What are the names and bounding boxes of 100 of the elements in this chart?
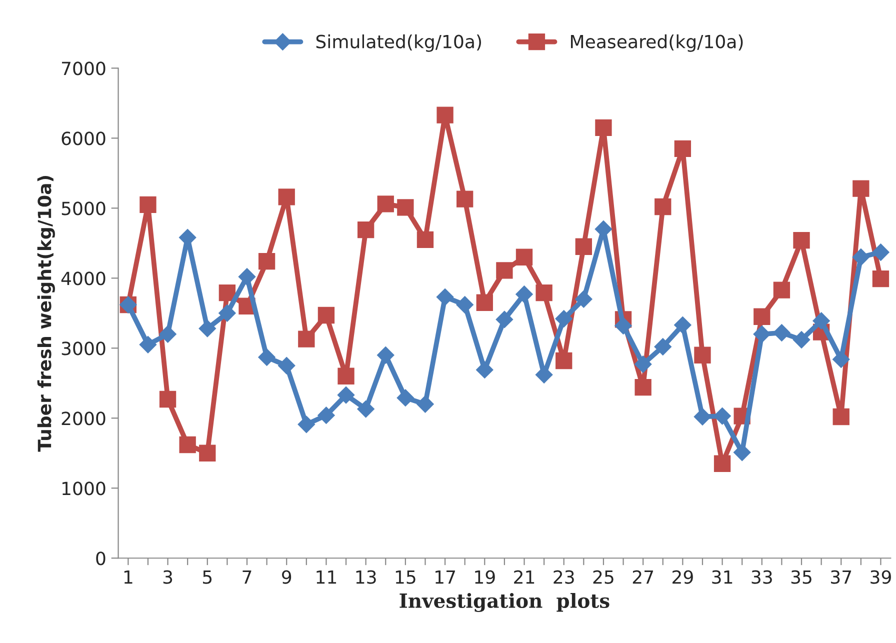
x-tick-label: 27 [632,570,654,584]
x-tick-label: 35 [791,570,812,584]
point [456,296,474,314]
x-axis-title: Investigation plots [400,592,610,612]
point [535,366,553,384]
point [456,190,474,208]
point [140,196,156,213]
point [733,444,751,462]
point [773,282,790,298]
point [595,119,612,136]
x-tick-label: 17 [436,570,455,584]
x-tick-label: 1 [124,570,132,584]
point [852,248,870,266]
point [338,368,354,384]
y-tick-label: 6000 [62,132,106,146]
x-tick-label: 39 [870,570,891,584]
x-tick-label: 11 [316,570,336,584]
point [852,180,870,197]
y-tick-label: 5000 [62,202,106,216]
point [556,352,572,370]
x-tick-label: 19 [475,570,495,584]
point [772,324,791,342]
point [258,253,276,270]
y-tick-label: 3000 [62,342,106,356]
point [536,284,552,302]
point [298,416,316,434]
point [654,338,672,356]
point [634,355,652,374]
x-tick-label: 25 [593,570,614,584]
point [476,294,493,311]
point [356,400,375,418]
point [278,356,296,374]
point [218,284,236,302]
point [179,436,196,454]
point [139,336,157,354]
x-tick-label: 23 [554,570,574,584]
y-tick-label: 4000 [61,272,106,286]
x-tick-label: 15 [396,570,416,584]
point [654,198,672,216]
y-tick-label: 2000 [62,412,106,426]
point [476,361,494,379]
point [872,270,890,288]
point [872,243,890,262]
point [496,262,513,279]
point [238,268,256,286]
point [218,304,236,322]
point [832,408,850,426]
point [754,308,770,325]
x-tick-label: 9 [282,570,292,584]
point [555,310,573,328]
x-tick-label: 7 [242,570,252,584]
point [416,395,434,413]
point [298,330,315,348]
point [357,222,374,238]
point [674,140,692,157]
point [436,106,454,124]
point [793,232,810,249]
x-tick-label: 33 [752,570,772,584]
y-tick-label: 7000 [62,62,106,76]
point [278,188,295,206]
point [515,285,534,304]
legend-label: Measeared(kg/10a) [570,34,743,52]
y-axis-title: Tuber fresh weight(kg/10a) [37,176,55,452]
point [574,290,593,308]
x-tick-label: 37 [831,570,852,584]
x-tick-label: 29 [672,570,693,584]
point [516,248,533,266]
point [337,386,355,404]
point [575,238,592,255]
point [694,346,711,364]
x-tick-label: 31 [712,570,732,584]
point [396,388,414,407]
point [416,231,434,248]
point [376,346,394,364]
point [318,306,335,324]
x-tick-label: 3 [163,570,172,584]
point [496,310,514,328]
point [674,316,692,334]
point [753,325,771,343]
x-tick-label: 13 [356,570,376,584]
point [258,348,276,366]
point [694,408,712,426]
point [377,196,394,212]
x-tick-label: 21 [514,570,534,584]
y-tick-label: 1000 [62,482,106,496]
point [199,444,216,462]
point [832,350,850,368]
point [198,320,216,338]
legend-label: Simulated(kg/10a) [316,34,481,52]
point [792,330,810,349]
point [436,288,454,306]
point [158,325,177,343]
point [812,312,830,330]
point [614,316,632,335]
point [714,455,731,472]
point [317,406,336,424]
y-tick-label: 0 [96,552,106,566]
point [634,379,652,396]
point [397,199,414,216]
point [159,390,176,408]
